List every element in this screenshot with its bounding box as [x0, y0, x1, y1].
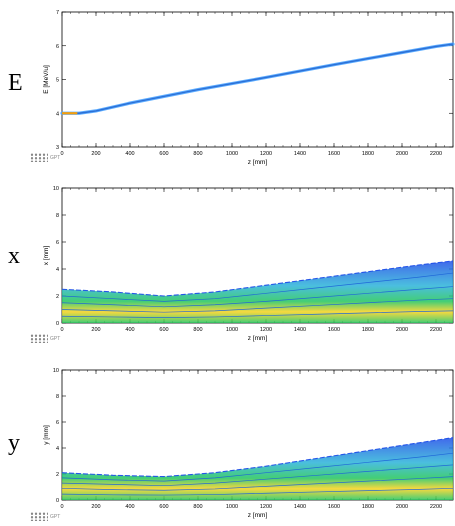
y-tick-label: 2 [56, 472, 59, 478]
x-tick-label: 200 [91, 504, 100, 510]
x-tick-label: 1400 [294, 504, 306, 510]
trajectory-line [61, 272, 454, 302]
y-tick-label: 5 [56, 78, 59, 84]
x-tick-label: 1600 [328, 151, 340, 157]
x-tick-label: 0 [60, 504, 63, 510]
x-tick-label: 800 [193, 504, 202, 510]
x-tick-label: 1800 [362, 151, 374, 157]
panel-label-y: y [8, 430, 20, 456]
y-tick-label: 0 [56, 321, 59, 327]
x-tick-label: 200 [91, 327, 100, 333]
x-panel: x 0 200 400 600 800 1000 1200 1400 1600 1800 2000 2… [0, 176, 455, 350]
trajectory-line [61, 310, 454, 318]
y-tick-label: 6 [56, 240, 59, 246]
y-axis-label: E [MeV/u] [43, 65, 50, 94]
trajectory-line [61, 487, 454, 496]
trajectory-line [61, 452, 454, 482]
x-tick-label: 400 [125, 151, 134, 157]
x-tick-label: 1600 [328, 327, 340, 333]
x-tick-label: 1400 [294, 151, 306, 157]
x-tick-label: 2200 [430, 151, 442, 157]
y-tick-label: 4 [56, 446, 59, 452]
y-panel: y 0 200 400 600 800 1000 1200 1400 1600 1800 2000 2… [0, 350, 455, 526]
x-axis-label: z [mm] [248, 159, 268, 166]
x-tick-label: 1200 [260, 504, 272, 510]
x-tick-label: 2000 [396, 151, 408, 157]
x-tick-label: 1000 [226, 151, 238, 157]
y-tick-label: 4 [56, 267, 59, 273]
x-tick-label: 600 [159, 151, 168, 157]
x-tick-label: 2000 [396, 327, 408, 333]
y-tick-label: 10 [53, 368, 59, 374]
x-chart: 0 200 400 600 800 1000 1200 1400 1600 1800 2000 220… [43, 186, 454, 342]
panel-label-x: x [8, 243, 20, 269]
energy-chart: 0 200 400 600 800 1000 1200 1400 1600 1800 2000 220… [43, 10, 455, 166]
x-tick-label: 400 [125, 327, 134, 333]
x-tick-label: 1400 [294, 327, 306, 333]
energy-panel: E 0 200 400 600 800 1000 1200 1400 1600 1800 2000 2… [0, 0, 455, 176]
trajectory-line [61, 437, 454, 478]
y-tick-label: 0 [56, 498, 59, 504]
trajectory-line [61, 286, 454, 308]
x-axis-label: z [mm] [248, 335, 268, 342]
energy-series-line [62, 43, 454, 114]
y-tick-label: 8 [56, 213, 59, 219]
x-tick-label: 800 [193, 151, 202, 157]
beam-density-fill [62, 260, 453, 323]
y-chart: 0 200 400 600 800 1000 1200 1400 1600 1800 2000 220… [43, 368, 454, 519]
x-tick-label: 1800 [362, 504, 374, 510]
x-tick-label: 1600 [328, 504, 340, 510]
gpt-logo: GPT [30, 512, 60, 521]
x-tick-label: 600 [159, 327, 168, 333]
x-tick-label: 2200 [430, 327, 442, 333]
x-tick-label: 1000 [226, 327, 238, 333]
x-tick-label: 0 [60, 327, 63, 333]
x-tick-label: 200 [91, 151, 100, 157]
y-tick-label: 3 [56, 145, 59, 151]
x-tick-label: 1800 [362, 327, 374, 333]
x-tick-label: 800 [193, 327, 202, 333]
y-tick-label: 6 [56, 44, 59, 50]
x-tick-label: 1200 [260, 151, 272, 157]
y-tick-label: 4 [56, 111, 59, 117]
trajectory-line [61, 260, 454, 297]
gpt-logo: GPT [30, 153, 60, 162]
trajectory-line [61, 476, 454, 491]
y-tick-label: 10 [53, 186, 59, 192]
y-tick-label: 8 [56, 394, 59, 400]
y-axis-label: x [mm] [43, 246, 50, 266]
x-axis-label: z [mm] [248, 512, 268, 519]
y-tick-label: 2 [56, 294, 59, 300]
beam-density-fill [62, 437, 453, 500]
x-tick-label: 1200 [260, 327, 272, 333]
y-axis-label: y [mm] [43, 425, 50, 445]
y-tick-label: 6 [56, 420, 59, 426]
x-tick-label: 400 [125, 504, 134, 510]
x-tick-label: 1000 [226, 504, 238, 510]
x-tick-label: 0 [60, 151, 63, 157]
x-tick-label: 600 [159, 504, 168, 510]
panel-label-energy: E [8, 70, 23, 96]
x-tick-label: 2200 [430, 504, 442, 510]
y-tick-label: 7 [56, 10, 59, 16]
gpt-logo: GPT [30, 334, 60, 343]
trajectory-line [61, 298, 454, 313]
trajectory-line [61, 464, 454, 487]
x-tick-label: 2000 [396, 504, 408, 510]
